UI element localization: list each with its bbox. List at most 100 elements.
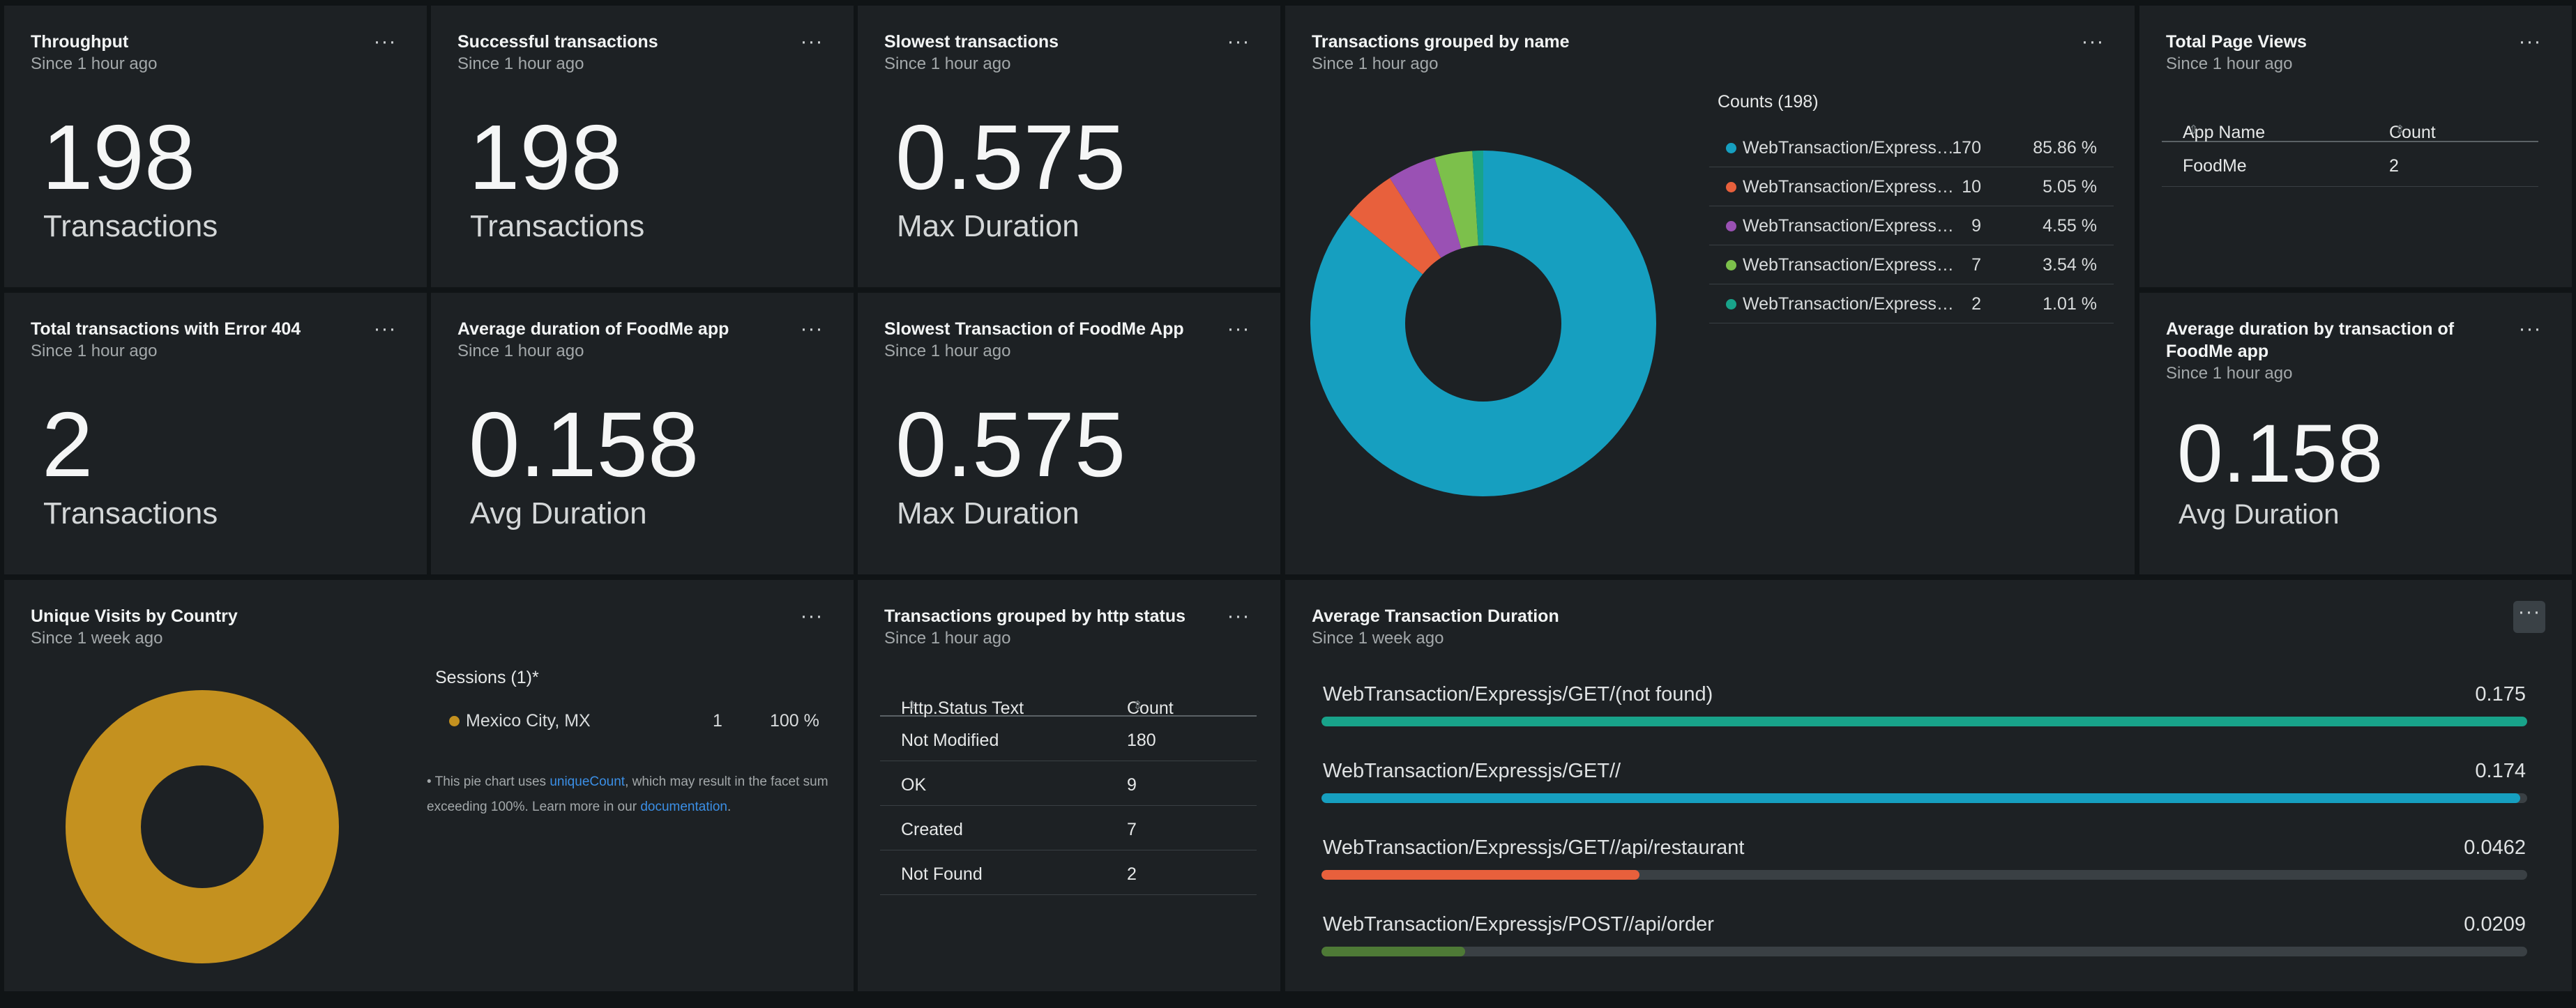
card-timeframe: Since 1 hour ago	[884, 629, 1011, 648]
legend-dot	[449, 716, 460, 726]
card-title: Successful transactions	[457, 32, 658, 52]
legend-dot	[1726, 143, 1736, 153]
legend-percent: 100 %	[770, 711, 819, 731]
legend-row[interactable]: WebTransaction/Express… 10 5.05 %	[1709, 167, 2114, 206]
legend-name: WebTransaction/Express…	[1743, 294, 1954, 314]
bar-fill[interactable]	[1321, 717, 2527, 726]
table-cell: FoodMe	[2183, 156, 2247, 176]
card-title: Slowest transactions	[884, 32, 1059, 52]
bar-track	[1321, 870, 2527, 880]
slowest-transactions-card: Slowest transactions Since 1 hour ago ··…	[858, 6, 1280, 287]
unique-visits-card: Unique Visits by Country Since 1 week ag…	[4, 580, 854, 991]
legend-name: WebTransaction/Express…	[1743, 255, 1954, 275]
card-timeframe: Since 1 week ago	[31, 629, 163, 648]
bar-value: 0.0209	[2464, 913, 2526, 936]
card-title: Transactions grouped by name	[1312, 32, 1570, 52]
error-404-card: Total transactions with Error 404 Since …	[4, 293, 427, 574]
legend-row[interactable]: WebTransaction/Express… 7 3.54 %	[1709, 245, 2114, 284]
card-menu-button[interactable]: ···	[800, 604, 824, 627]
card-timeframe: Since 1 hour ago	[457, 342, 584, 360]
billboard-label: Avg Duration	[470, 496, 647, 530]
billboard-value: 0.158	[2177, 408, 2384, 500]
card-menu-button[interactable]: ···	[373, 30, 397, 53]
transactions-donut-chart	[1310, 151, 1656, 496]
pie-slice-name-3[interactable]	[1434, 151, 1478, 249]
legend-count: 1	[713, 711, 722, 731]
avg-transaction-duration-card: Average Transaction Duration Since 1 wee…	[1285, 580, 2572, 991]
table-cell: OK	[901, 775, 927, 795]
card-timeframe: Since 1 hour ago	[2166, 364, 2293, 383]
pie-slice-name-2[interactable]	[1389, 158, 1462, 258]
billboard-value: 2	[42, 393, 93, 496]
card-title: Average duration of FoodMe app	[457, 319, 729, 339]
card-title: Unique Visits by Country	[31, 606, 238, 626]
card-menu-button[interactable]: ···	[800, 317, 824, 340]
table-cell: Not Modified	[901, 731, 999, 750]
legend-name: WebTransaction/Express…	[1743, 138, 1954, 158]
grouped-by-name-card: Transactions grouped by name Since 1 hou…	[1285, 6, 2135, 574]
card-menu-button[interactable]: ···	[1227, 604, 1250, 627]
sort-icon: ⇕	[2188, 123, 2199, 137]
facet-note: • This pie chart uses uniqueCount, which…	[427, 774, 828, 814]
legend-percent: 1.01 %	[2043, 294, 2097, 314]
documentation-link[interactable]: documentation	[640, 800, 727, 814]
legend-row[interactable]: WebTransaction/Express… 9 4.55 %	[1709, 206, 2114, 245]
card-timeframe: Since 1 week ago	[1312, 629, 1444, 648]
pie-slice-mexico-city[interactable]	[66, 690, 339, 963]
bar-fill[interactable]	[1321, 947, 1466, 956]
billboard-label: Transactions	[43, 209, 218, 243]
table-row: Not Modified 180	[880, 717, 1257, 761]
bar-label: WebTransaction/Expressjs/POST//api/order	[1323, 913, 1714, 936]
legend-row[interactable]: WebTransaction/Express… 2 1.01 %	[1709, 284, 2114, 323]
legend-dot	[1726, 182, 1736, 192]
legend-dot	[1726, 260, 1736, 270]
card-menu-button[interactable]: ···	[800, 30, 824, 53]
card-menu-button[interactable]: ···	[1227, 317, 1250, 340]
card-menu-button[interactable]: ···	[373, 317, 397, 340]
bar-track	[1321, 793, 2527, 803]
card-menu-button[interactable]: ···	[2081, 30, 2105, 53]
sort-icon: ⇕	[2395, 123, 2406, 137]
bar-label: WebTransaction/Expressjs/GET//api/restau…	[1323, 837, 1745, 859]
http-status-card: Transactions grouped by http status Sinc…	[858, 580, 1280, 991]
card-timeframe: Since 1 hour ago	[457, 54, 584, 73]
card-timeframe: Since 1 hour ago	[31, 54, 158, 73]
card-menu-button[interactable]: ···	[1227, 30, 1250, 53]
card-timeframe: Since 1 hour ago	[2166, 54, 2293, 73]
avg-duration-foodme-card: Average duration of FoodMe app Since 1 h…	[431, 293, 854, 574]
avg-duration-by-transaction-card: Average duration by transaction of FoodM…	[2139, 293, 2572, 574]
billboard-value: 198	[42, 106, 196, 208]
legend-dot	[1726, 299, 1736, 310]
bar-track	[1321, 717, 2527, 726]
card-title: Average Transaction Duration	[1312, 606, 1559, 626]
legend-row: Mexico City, MX 1 100 %	[435, 710, 826, 740]
bar-fill[interactable]	[1321, 793, 2521, 803]
pie-slice-name-4[interactable]	[1472, 151, 1483, 246]
pie-slice-name-1[interactable]	[1349, 178, 1441, 275]
pie-slice-name-0[interactable]	[1310, 151, 1656, 496]
table-cell: Not Found	[901, 864, 983, 884]
card-title: Total transactions with Error 404	[31, 319, 301, 339]
billboard-label: Transactions	[470, 209, 645, 243]
sort-icon: ⇕	[1132, 698, 1144, 712]
card-menu-button[interactable]: ···	[2518, 317, 2542, 340]
table-row: FoodMe 2	[2162, 142, 2538, 187]
legend-title: Counts (198)	[1718, 92, 1819, 112]
card-menu-button[interactable]: ···	[2513, 601, 2545, 633]
bar-track	[1321, 947, 2527, 956]
billboard-label: Transactions	[43, 496, 218, 530]
uniquecount-link[interactable]: uniqueCount	[550, 774, 626, 789]
card-title: Slowest Transaction of FoodMe App	[884, 319, 1184, 339]
card-timeframe: Since 1 hour ago	[884, 342, 1011, 360]
successful-transactions-card: Successful transactions Since 1 hour ago…	[431, 6, 854, 287]
billboard-value: 198	[469, 106, 623, 208]
billboard-label: Avg Duration	[2179, 499, 2340, 530]
table-row: Created 7	[880, 806, 1257, 850]
bar-fill[interactable]	[1321, 870, 1640, 880]
table-header: App Name ⇕ Count ⇕	[2162, 95, 2538, 142]
legend-row[interactable]: WebTransaction/Express… 170 85.86 %	[1709, 128, 2114, 167]
card-menu-button[interactable]: ···	[2518, 30, 2542, 53]
total-page-views-card: Total Page Views Since 1 hour ago ··· Ap…	[2139, 6, 2572, 287]
table-cell: 180	[1127, 731, 1156, 750]
slowest-foodme-card: Slowest Transaction of FoodMe App Since …	[858, 293, 1280, 574]
